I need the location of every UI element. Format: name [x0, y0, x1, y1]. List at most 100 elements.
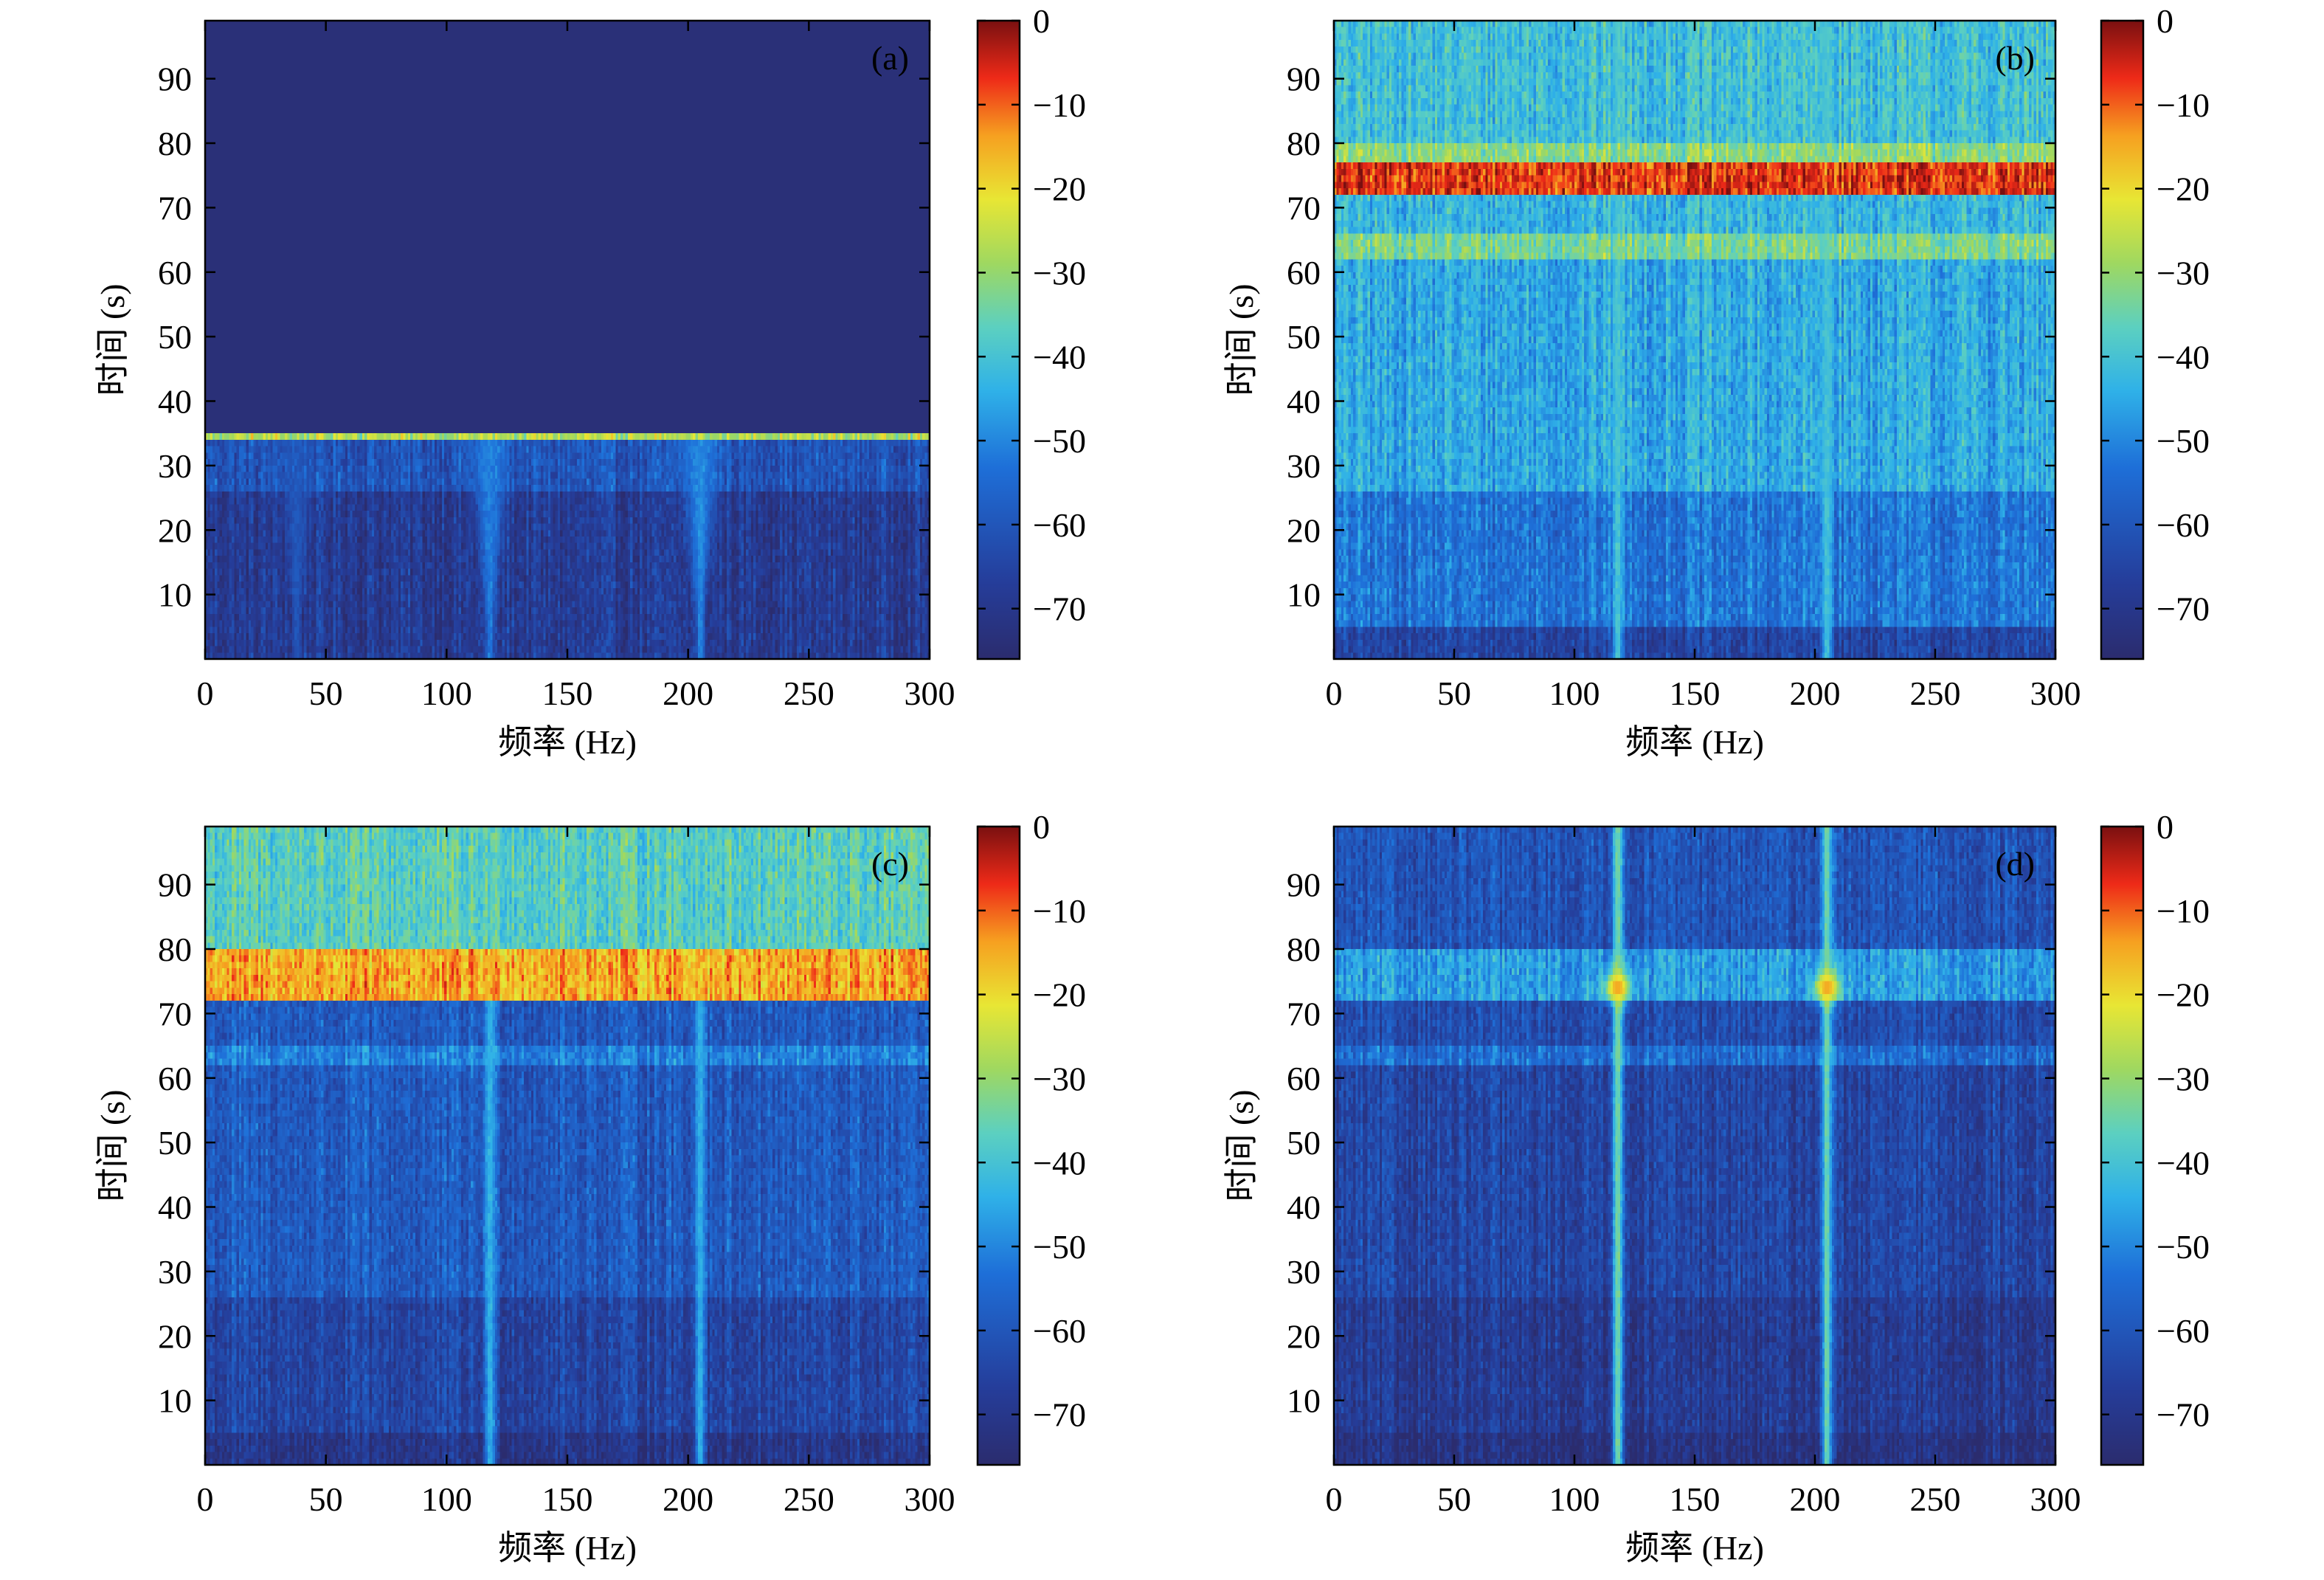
- y-tick-label: 30: [158, 1253, 192, 1291]
- x-tick-label: 150: [1670, 1480, 1720, 1518]
- y-tick-label: 70: [158, 995, 192, 1032]
- colorbar-tick-label: 0: [1033, 808, 1050, 846]
- x-tick-label: 300: [905, 675, 955, 712]
- x-tick-label: 250: [784, 1480, 834, 1518]
- y-tick-label: 20: [1287, 511, 1321, 549]
- x-tick-label: 200: [663, 675, 713, 712]
- panel-label: (c): [871, 845, 909, 883]
- colorbar-tick-label: 0: [2157, 2, 2173, 40]
- colorbar-tick-label: −10: [1033, 892, 1086, 930]
- y-tick-label: 90: [1287, 866, 1321, 904]
- x-tick-label: 0: [1326, 1480, 1343, 1518]
- colorbar-tick-label: −40: [2157, 1144, 2210, 1181]
- spectrogram-image: [1334, 21, 2055, 659]
- colorbar-tick-label: −40: [1033, 1144, 1086, 1181]
- x-tick-label: 100: [1549, 675, 1600, 712]
- colorbar-tick-label: −30: [1033, 254, 1086, 291]
- y-tick-label: 80: [158, 931, 192, 968]
- colorbar-tick-label: −30: [1033, 1060, 1086, 1097]
- x-tick-label: 250: [1910, 1480, 1961, 1518]
- colorbar-tick-label: −50: [1033, 422, 1086, 460]
- y-tick-label: 60: [158, 254, 192, 291]
- y-tick-label: 40: [158, 1189, 192, 1227]
- colorbar-tick-label: −70: [2157, 590, 2210, 628]
- colorbar-tick-label: −10: [1033, 86, 1086, 124]
- y-tick-label: 40: [1287, 383, 1321, 421]
- spectrogram-panel: 0 50 100 150 200 250 300 10 20 30 40 50 60 70 80 90 频率 (…: [94, 2, 1086, 761]
- colorbar-tick-label: −50: [2157, 1228, 2210, 1266]
- spectrogram-image: [205, 827, 930, 1465]
- colorbar-tick-label: −60: [2157, 506, 2210, 544]
- y-tick-label: 50: [1287, 318, 1321, 356]
- colorbar-tick-label: −60: [1033, 1312, 1086, 1350]
- colorbar: 0 −10 −20 −30 −40 −50 −60 −70: [2100, 2, 2210, 660]
- colorbar-scale: [2100, 19, 2145, 660]
- x-axis-label: 频率 (Hz): [498, 1529, 637, 1567]
- y-tick-label: 20: [158, 511, 192, 549]
- colorbar-tick-label: −70: [2157, 1396, 2210, 1434]
- y-tick-label: 30: [1287, 1253, 1321, 1291]
- colorbar-scale: [2100, 825, 2145, 1466]
- x-tick-label: 300: [905, 1480, 955, 1518]
- colorbar: 0 −10 −20 −30 −40 −50 −60 −70: [976, 2, 1086, 660]
- y-tick-label: 60: [158, 1060, 192, 1097]
- x-tick-label: 250: [784, 675, 834, 712]
- y-axis-label: 时间 (s): [94, 283, 131, 396]
- x-tick-label: 200: [1790, 675, 1841, 712]
- colorbar-tick-label: −70: [1033, 1396, 1086, 1434]
- panel-label: (b): [1995, 39, 2035, 77]
- spectrogram-panel: 0 50 100 150 200 250 300 10 20 30 40 50 60 70 80 90 频率 (…: [94, 808, 1086, 1567]
- y-axis-label: 时间 (s): [1222, 283, 1260, 396]
- y-tick-label: 50: [158, 1124, 192, 1162]
- colorbar-tick-label: 0: [2157, 808, 2173, 846]
- y-tick-label: 30: [158, 447, 192, 485]
- colorbar-tick-label: −60: [1033, 506, 1086, 544]
- x-axis-label: 频率 (Hz): [1625, 723, 1764, 761]
- y-axis-label: 时间 (s): [1222, 1089, 1260, 1201]
- spectrogram-image: [205, 21, 930, 659]
- x-tick-label: 150: [1670, 675, 1720, 712]
- x-tick-label: 300: [2030, 675, 2081, 712]
- colorbar-tick-label: −20: [2157, 170, 2210, 208]
- y-tick-label: 10: [158, 1382, 192, 1420]
- x-tick-label: 150: [542, 1480, 593, 1518]
- y-tick-label: 80: [158, 125, 192, 162]
- y-tick-label: 10: [1287, 576, 1321, 614]
- x-tick-label: 100: [1549, 1480, 1600, 1518]
- colorbar-tick-label: −10: [2157, 86, 2210, 124]
- y-tick-label: 20: [158, 1317, 192, 1355]
- y-tick-label: 50: [158, 318, 192, 356]
- colorbar-tick-label: −40: [2157, 338, 2210, 376]
- colorbar-tick-label: −60: [2157, 1312, 2210, 1350]
- panel-label: (d): [1995, 845, 2035, 883]
- colorbar-tick-label: −70: [1033, 590, 1086, 628]
- x-tick-label: 100: [421, 675, 472, 712]
- x-axis-label: 频率 (Hz): [498, 723, 637, 761]
- colorbar-tick-label: −30: [2157, 1060, 2210, 1097]
- y-axis-label: 时间 (s): [94, 1089, 131, 1201]
- y-tick-label: 90: [1287, 61, 1321, 98]
- y-tick-label: 70: [158, 189, 192, 227]
- x-tick-label: 300: [2030, 1480, 2081, 1518]
- panel-label: (a): [871, 39, 909, 77]
- y-tick-label: 40: [158, 383, 192, 421]
- y-tick-label: 10: [158, 576, 192, 614]
- x-tick-label: 50: [1437, 675, 1471, 712]
- colorbar: 0 −10 −20 −30 −40 −50 −60 −70: [976, 808, 1086, 1466]
- x-axis-label: 频率 (Hz): [1625, 1529, 1764, 1567]
- y-tick-label: 30: [1287, 447, 1321, 485]
- y-tick-label: 50: [1287, 1124, 1321, 1162]
- x-tick-label: 200: [1790, 1480, 1841, 1518]
- colorbar-tick-label: −20: [1033, 170, 1086, 208]
- spectrogram-image: [1334, 827, 2055, 1465]
- y-tick-label: 60: [1287, 1060, 1321, 1097]
- y-tick-label: 20: [1287, 1317, 1321, 1355]
- colorbar-tick-label: −20: [1033, 976, 1086, 1014]
- y-tick-label: 40: [1287, 1189, 1321, 1227]
- colorbar-tick-label: −20: [2157, 976, 2210, 1014]
- y-tick-label: 90: [158, 866, 192, 904]
- y-tick-label: 10: [1287, 1382, 1321, 1420]
- x-tick-label: 0: [1326, 675, 1343, 712]
- colorbar-scale: [976, 19, 1021, 660]
